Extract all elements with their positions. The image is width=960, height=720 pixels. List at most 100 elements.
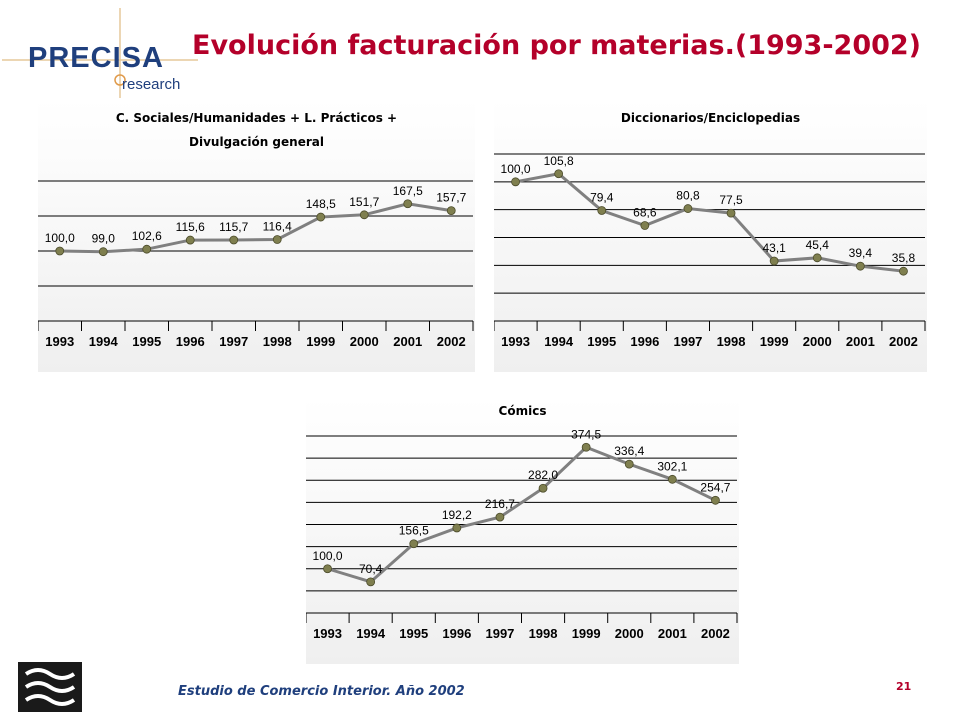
data-point: [899, 266, 908, 276]
logo-compass-icon: [2, 8, 198, 98]
series-line: [59, 202, 452, 254]
footer-text: Estudio de Comercio Interior. Año 2002: [178, 684, 465, 699]
x-tick-label: 2002: [889, 334, 918, 349]
logo-name: PRECISA: [28, 42, 164, 74]
data-label: 99,0: [92, 232, 116, 246]
x-tick-label: 1996: [442, 626, 471, 641]
data-label: 157,7: [436, 191, 466, 205]
data-label: 68,6: [633, 206, 657, 220]
data-label: 254,7: [700, 480, 730, 494]
data-label: 374,5: [571, 427, 601, 441]
chart-title: C. Sociales/Humanidades + L. Prácticos +: [116, 111, 397, 125]
x-tick-label: 1993: [45, 334, 74, 349]
x-tick-label: 1995: [587, 334, 616, 349]
data-label: 282,0: [528, 468, 558, 482]
data-label: 115,7: [219, 220, 248, 234]
x-tick-label: 1998: [263, 334, 292, 349]
x-tick-label: 1997: [673, 334, 702, 349]
x-tick-label: 1998: [717, 334, 746, 349]
x-tick-label: 1997: [485, 626, 514, 641]
x-tick-label: 2002: [701, 626, 730, 641]
data-point: [855, 261, 865, 271]
data-label: 216,7: [485, 497, 515, 511]
series-line: [515, 172, 904, 273]
line-chart-comics: Cómics 1993 1994 1995 1996 1997 1998 1999 2000 20…: [306, 404, 738, 641]
data-point: [403, 199, 413, 209]
data-point: [511, 177, 520, 187]
data-point: [726, 208, 736, 218]
data-label: 100,0: [313, 549, 343, 563]
chart-title: Diccionarios/Enciclopedias: [621, 111, 800, 125]
data-point: [769, 256, 779, 266]
data-label: 167,5: [393, 184, 423, 198]
data-point: [409, 539, 419, 549]
data-label: 336,4: [614, 444, 644, 458]
chart-title: Cómics: [499, 404, 547, 418]
x-tick-label: 2002: [437, 334, 466, 349]
data-label: 115,6: [176, 220, 205, 234]
x-tick-label: 1995: [132, 334, 161, 349]
x-tick-label: 2001: [658, 626, 687, 641]
data-label: 79,4: [590, 191, 614, 205]
data-point: [711, 495, 720, 505]
data-point: [446, 206, 456, 216]
data-label: 45,4: [806, 238, 830, 252]
chart-panel-sociales: C. Sociales/Humanidades + L. Prácticos +…: [38, 99, 475, 372]
data-point: [272, 235, 282, 244]
data-label: 105,8: [544, 154, 574, 168]
x-tick-label: 2001: [846, 334, 875, 349]
data-point: [98, 247, 108, 257]
data-point: [185, 235, 195, 245]
precisa-logo: PRECISA research: [0, 0, 200, 100]
data-label: 192,2: [442, 508, 472, 522]
x-tick-label: 1999: [306, 334, 335, 349]
data-label: 148,5: [306, 197, 336, 211]
chart-panel-comics: Cómics 1993 1994 1995 1996 1997 1998 1999 2000 20…: [306, 398, 739, 664]
x-tick-label: 1994: [89, 334, 119, 349]
corner-logo-icon: [18, 662, 82, 712]
data-point: [581, 442, 591, 452]
data-label: 70,4: [359, 562, 383, 576]
data-point: [495, 512, 505, 522]
data-point: [366, 577, 376, 587]
data-label: 77,5: [719, 193, 743, 207]
data-point: [640, 221, 650, 230]
data-point: [359, 210, 369, 220]
data-label: 302,1: [657, 459, 687, 473]
logo-subtitle: research: [122, 76, 181, 93]
data-label: 35,8: [892, 251, 916, 265]
x-tick-label: 1999: [572, 626, 601, 641]
x-tick-label: 2000: [803, 334, 832, 349]
line-chart-diccionarios: Diccionarios/Enciclopedias 1993 1994 1995 19…: [494, 111, 926, 349]
x-tick-label: 1993: [313, 626, 342, 641]
x-tick-label: 1999: [760, 334, 789, 349]
data-point: [554, 169, 564, 179]
data-point: [323, 564, 332, 574]
line-chart-sociales: C. Sociales/Humanidades + L. Prácticos +…: [38, 111, 474, 349]
data-label: 39,4: [849, 246, 873, 260]
page-number: 21: [896, 680, 912, 693]
data-label: 80,8: [676, 189, 700, 203]
x-tick-label: 2001: [393, 334, 422, 349]
series-line: [327, 445, 717, 584]
chart-panel-diccionarios: Diccionarios/Enciclopedias 1993 1994 1995 19…: [494, 99, 927, 372]
data-point: [624, 459, 634, 469]
data-label: 151,7: [349, 195, 379, 209]
x-tick-label: 1996: [176, 334, 205, 349]
x-tick-label: 1995: [399, 626, 428, 641]
data-label: 100,0: [45, 231, 75, 245]
slide-title: Evolución facturación por materias.(1993…: [192, 30, 922, 61]
x-tick-label: 1996: [630, 334, 659, 349]
data-point: [538, 483, 548, 493]
x-tick-label: 2000: [615, 626, 644, 641]
data-label: 116,4: [263, 220, 292, 234]
data-point: [597, 206, 607, 215]
data-label: 156,5: [399, 524, 429, 538]
chart-title: Divulgación general: [189, 135, 324, 149]
data-label: 100,0: [501, 162, 531, 176]
x-tick-label: 1997: [219, 334, 248, 349]
data-point: [142, 244, 152, 254]
x-tick-label: 1998: [529, 626, 558, 641]
x-tick-label: 2000: [350, 334, 379, 349]
data-label: 43,1: [762, 241, 786, 255]
